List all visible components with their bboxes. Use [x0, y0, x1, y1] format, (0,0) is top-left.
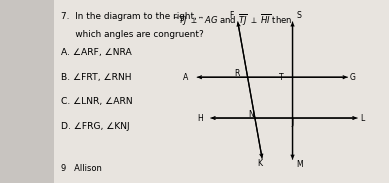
- Text: R: R: [235, 69, 240, 79]
- Text: N: N: [248, 110, 254, 119]
- Text: 7.  In the diagram to the right,: 7. In the diagram to the right,: [61, 12, 197, 21]
- Text: S: S: [296, 11, 301, 20]
- Text: A. ∠ARF, ∠NRA: A. ∠ARF, ∠NRA: [61, 48, 132, 57]
- Text: $\overleftrightarrow{TJ}$ $\perp$ $\overleftrightarrow{AG}$ and $\overline{TJ}$ : $\overleftrightarrow{TJ}$ $\perp$ $\over…: [173, 12, 293, 28]
- Text: B. ∠FRT, ∠RNH: B. ∠FRT, ∠RNH: [61, 73, 132, 82]
- Text: H: H: [198, 113, 203, 123]
- Text: M: M: [296, 160, 303, 169]
- Bar: [54, 0, 389, 183]
- Text: A: A: [183, 73, 189, 82]
- Text: J: J: [291, 117, 294, 127]
- Text: T: T: [279, 73, 284, 82]
- Text: K: K: [258, 159, 262, 168]
- Text: D. ∠FRG, ∠KNJ: D. ∠FRG, ∠KNJ: [61, 122, 130, 131]
- Text: L: L: [361, 113, 364, 123]
- Text: C. ∠LNR, ∠ARN: C. ∠LNR, ∠ARN: [61, 97, 133, 106]
- Text: which angles are congruent?: which angles are congruent?: [61, 30, 204, 39]
- Text: F: F: [230, 11, 234, 20]
- Text: 9   Allison: 9 Allison: [61, 164, 102, 173]
- Text: G: G: [350, 73, 356, 82]
